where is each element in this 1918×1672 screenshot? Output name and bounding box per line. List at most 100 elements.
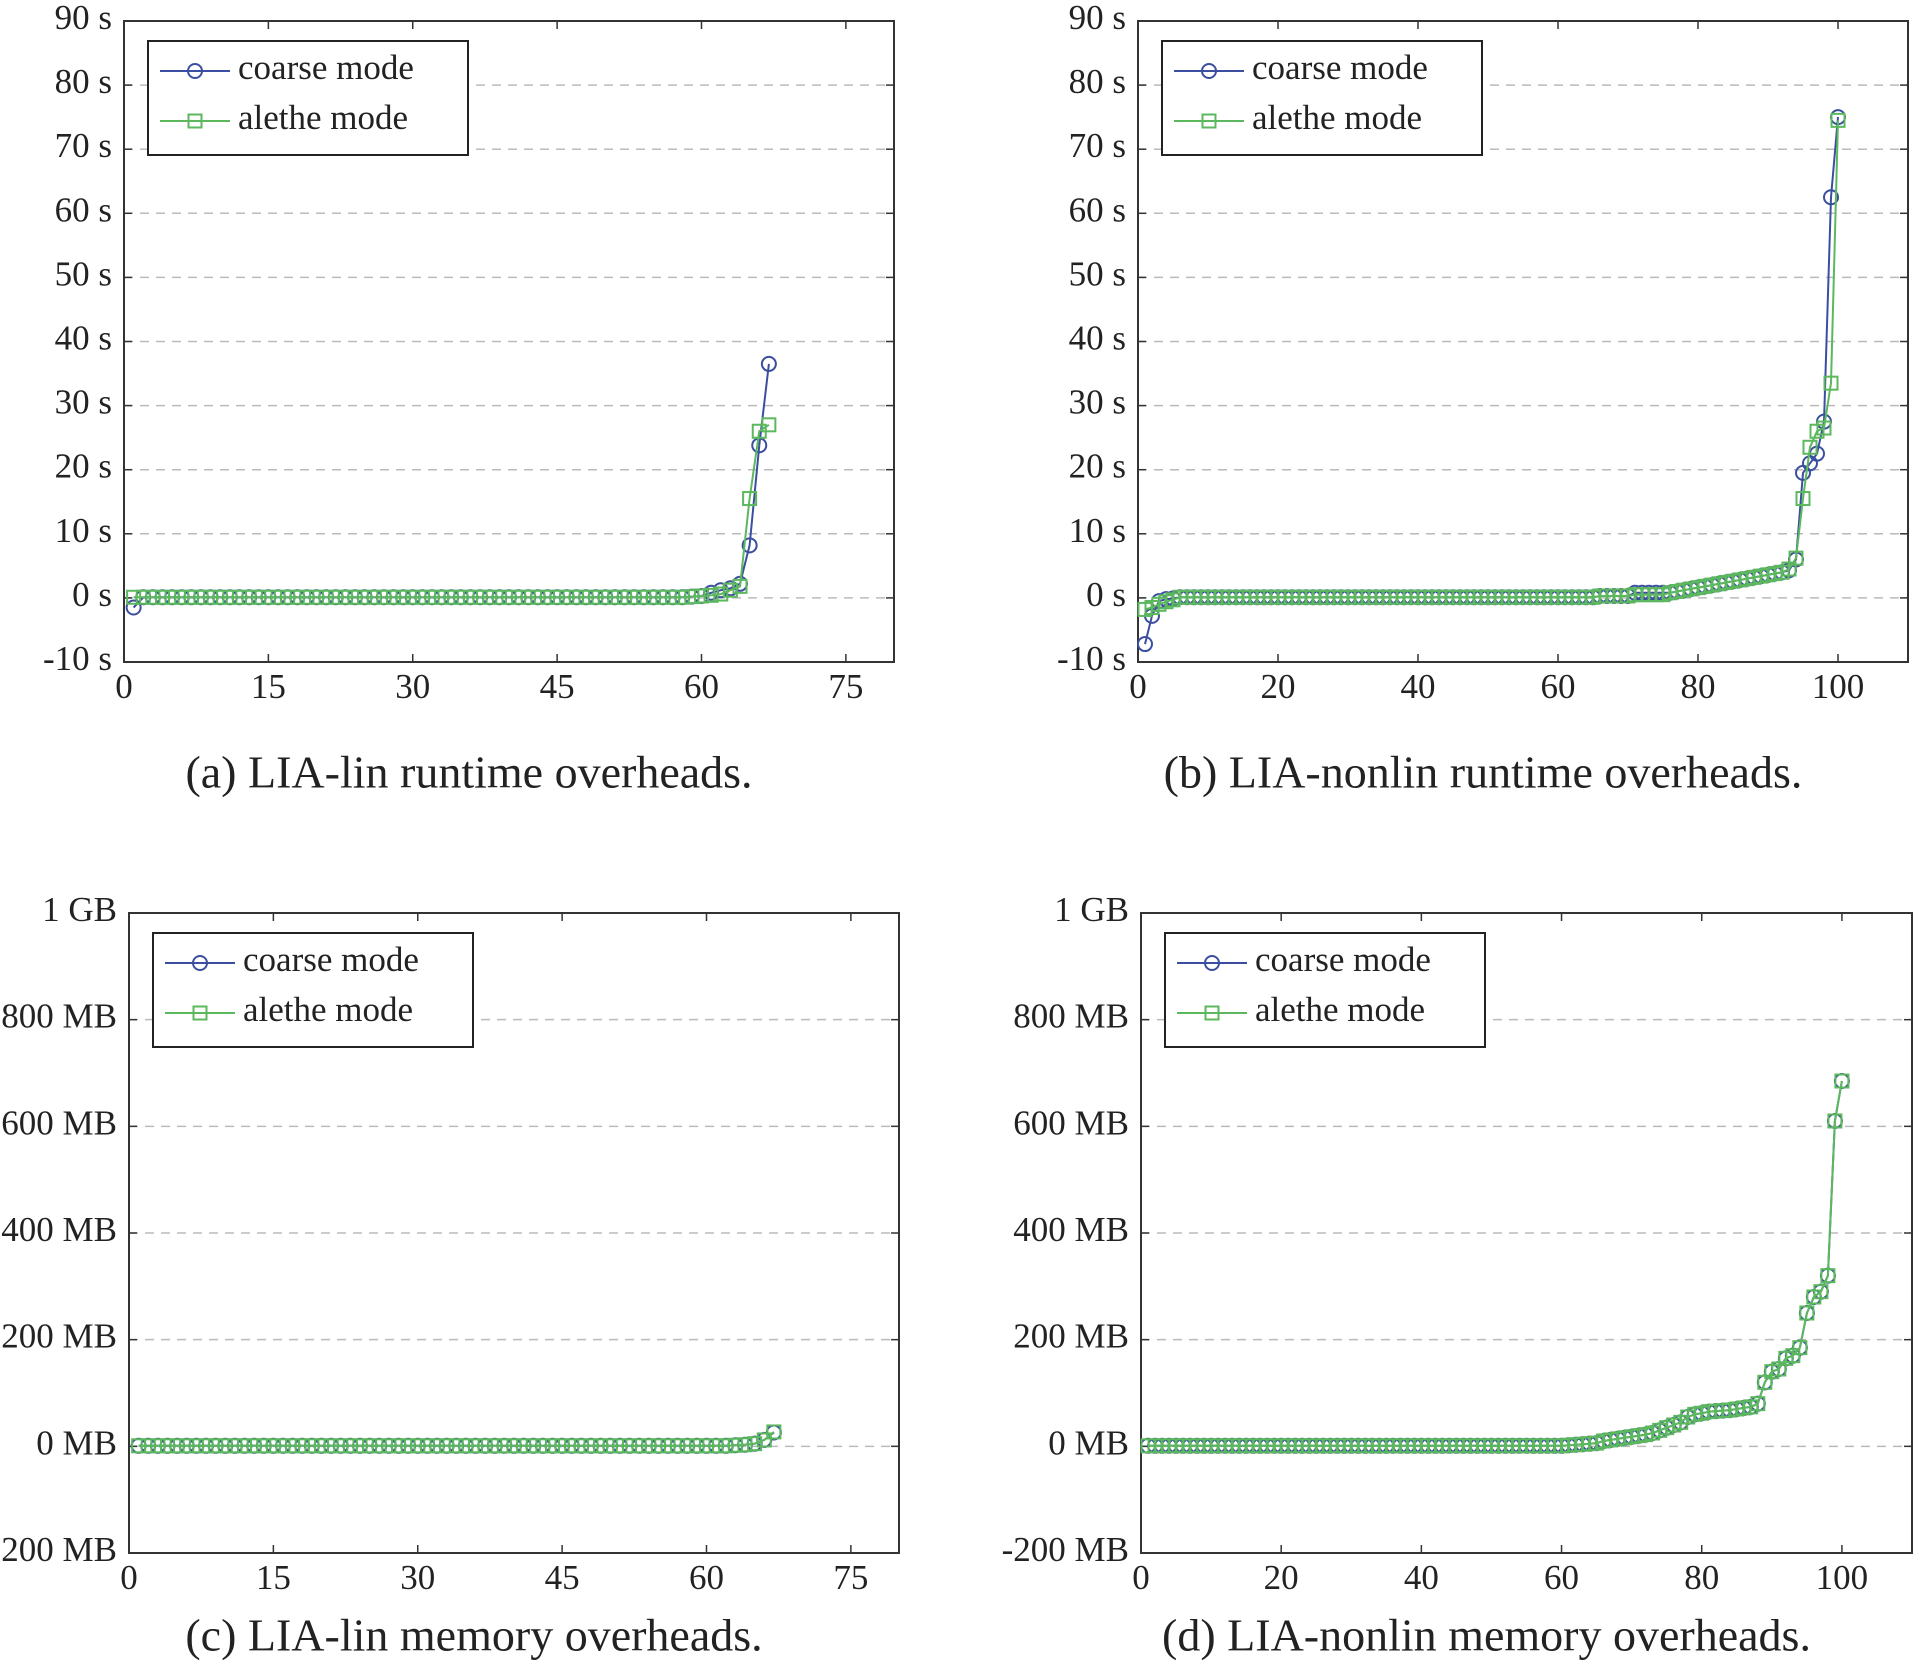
marker bbox=[645, 589, 661, 605]
y-tick-label: 20 s bbox=[55, 447, 112, 486]
marker bbox=[140, 1438, 156, 1454]
y-tick-label: 600 MB bbox=[1, 1103, 117, 1142]
marker bbox=[260, 589, 276, 605]
marker bbox=[299, 589, 315, 605]
y-tick-label: 90 s bbox=[55, 0, 112, 37]
y-tick-label: -10 s bbox=[43, 639, 112, 678]
y-tick-label: 30 s bbox=[55, 383, 112, 422]
marker bbox=[352, 1438, 368, 1454]
marker bbox=[602, 1438, 618, 1454]
marker bbox=[227, 1438, 243, 1454]
marker bbox=[328, 589, 344, 605]
y-tick-label: -10 s bbox=[1057, 639, 1126, 678]
marker bbox=[554, 1438, 570, 1454]
x-tick-label: 45 bbox=[540, 667, 575, 706]
marker bbox=[496, 1438, 512, 1454]
legend-label: coarse mode bbox=[1255, 940, 1431, 979]
marker bbox=[1201, 113, 1217, 129]
plot-frame bbox=[128, 912, 900, 1554]
marker bbox=[540, 589, 555, 605]
x-tick-label: 60 bbox=[684, 667, 719, 706]
marker bbox=[1830, 112, 1846, 128]
plot-frame bbox=[1137, 20, 1909, 663]
legend-label: alethe mode bbox=[1252, 98, 1422, 137]
marker bbox=[468, 1438, 483, 1454]
marker bbox=[472, 589, 488, 605]
legend-box bbox=[152, 932, 474, 1048]
marker bbox=[150, 1438, 166, 1454]
series-line bbox=[1148, 1080, 1843, 1447]
marker bbox=[333, 1438, 349, 1454]
marker bbox=[760, 355, 777, 372]
x-tick-label: 60 bbox=[1544, 1558, 1579, 1597]
y-tick-label: -200 MB bbox=[0, 1530, 117, 1569]
x-tick-label: 30 bbox=[400, 1558, 435, 1597]
y-tick-label: 40 s bbox=[1069, 319, 1126, 358]
plot-frame bbox=[1140, 912, 1913, 1554]
marker bbox=[362, 1438, 378, 1454]
series-line bbox=[1144, 120, 1839, 611]
marker bbox=[131, 1438, 147, 1454]
series-line bbox=[138, 1431, 775, 1447]
marker bbox=[583, 1438, 599, 1454]
marker bbox=[559, 589, 575, 605]
y-tick-label: 50 s bbox=[1069, 254, 1126, 293]
y-tick-label: 0 MB bbox=[36, 1423, 117, 1462]
marker bbox=[323, 1438, 339, 1454]
marker bbox=[318, 589, 334, 605]
marker bbox=[506, 1438, 522, 1454]
legend-box bbox=[1164, 932, 1486, 1048]
marker bbox=[482, 589, 498, 605]
x-tick-label: 100 bbox=[1812, 667, 1865, 706]
y-tick-label: 10 s bbox=[55, 511, 112, 550]
marker bbox=[674, 589, 690, 605]
marker bbox=[597, 589, 613, 605]
marker bbox=[607, 589, 623, 605]
marker bbox=[192, 1005, 208, 1021]
marker bbox=[487, 1438, 503, 1454]
x-tick-label: 15 bbox=[256, 1558, 291, 1597]
x-tick-label: 60 bbox=[1541, 667, 1576, 706]
marker bbox=[477, 1438, 493, 1454]
marker bbox=[188, 1438, 204, 1454]
marker bbox=[1137, 636, 1153, 653]
legend-label: alethe mode bbox=[243, 990, 413, 1029]
marker bbox=[414, 589, 430, 605]
marker bbox=[410, 1438, 426, 1454]
marker bbox=[1827, 1113, 1843, 1129]
marker bbox=[337, 589, 353, 605]
marker bbox=[419, 1438, 435, 1454]
caption: (a) LIA-lin runtime overheads. bbox=[185, 747, 752, 798]
series-line bbox=[133, 423, 770, 599]
series-line bbox=[1144, 117, 1839, 645]
marker bbox=[463, 589, 478, 605]
marker bbox=[491, 589, 507, 605]
marker bbox=[525, 1438, 541, 1454]
marker bbox=[208, 1438, 224, 1454]
marker bbox=[631, 1438, 647, 1454]
legend: coarse mode alethe mode bbox=[152, 932, 474, 1048]
x-tick-label: 20 bbox=[1264, 1558, 1299, 1597]
marker bbox=[386, 589, 401, 605]
marker bbox=[689, 1438, 705, 1454]
marker bbox=[222, 589, 238, 605]
marker bbox=[164, 589, 180, 605]
x-tick-label: 80 bbox=[1681, 667, 1716, 706]
marker bbox=[665, 589, 681, 605]
marker bbox=[125, 599, 142, 616]
marker bbox=[1201, 63, 1217, 79]
y-tick-label: 400 MB bbox=[1, 1210, 117, 1249]
marker bbox=[280, 589, 296, 605]
x-tick-label: 0 bbox=[120, 1558, 138, 1597]
y-tick-label: 400 MB bbox=[1013, 1210, 1129, 1249]
y-tick-label: 50 s bbox=[55, 254, 112, 293]
marker bbox=[342, 1438, 358, 1454]
marker bbox=[217, 1438, 233, 1454]
marker bbox=[520, 589, 536, 605]
marker bbox=[448, 1438, 464, 1454]
y-tick-label: 600 MB bbox=[1013, 1103, 1129, 1142]
marker bbox=[1799, 1305, 1815, 1321]
marker bbox=[458, 1438, 474, 1454]
marker bbox=[453, 589, 469, 605]
